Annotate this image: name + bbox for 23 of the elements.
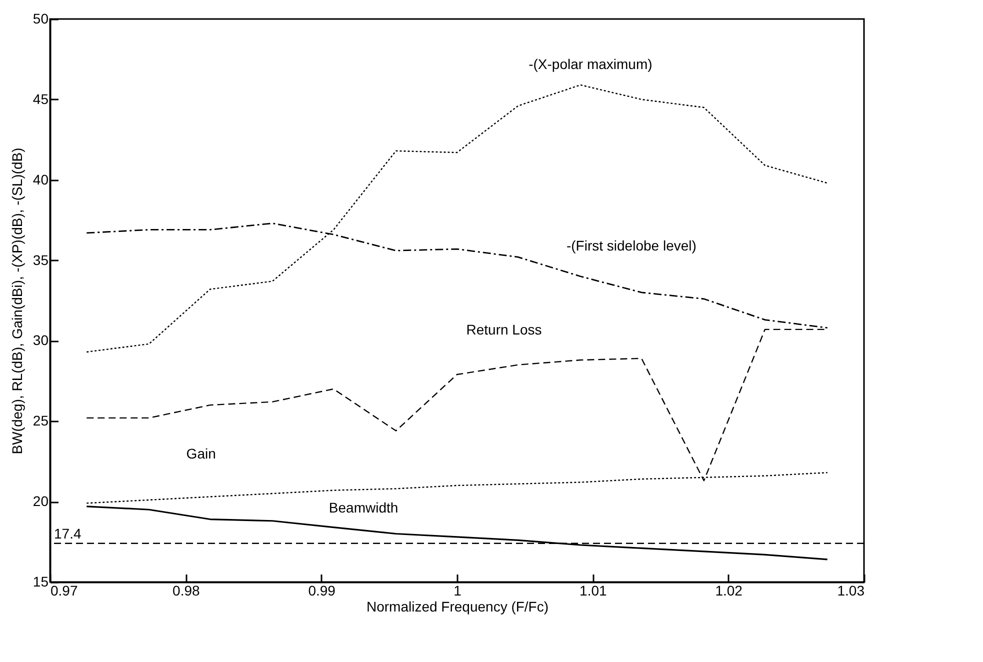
x-tick-label: 1.01 — [580, 582, 608, 598]
y-tick-label: 25 — [32, 412, 49, 429]
series-label: -(First sidelobe level) — [566, 237, 696, 254]
y-tick-label: 15 — [32, 574, 49, 590]
y-axis-title: BW(deg), RL(dB), Gain(dBi), -(XP)(dB), -(SL)(dB) — [8, 148, 25, 454]
series-label: Return Loss — [466, 321, 542, 338]
x-tick-label: 0.98 — [172, 582, 200, 598]
ref-line-label: 17.4 — [54, 525, 82, 542]
x-tick-label: 1.03 — [837, 582, 865, 598]
x-axis-title: Normalized Frequency (F/Fc) — [366, 598, 549, 614]
series-label: Beamwidth — [328, 499, 398, 516]
series-label: -(X-polar maximum) — [528, 56, 652, 72]
y-tick-label: 35 — [32, 252, 49, 268]
y-tick-label: 50 — [32, 10, 49, 26]
y-tick-label: 40 — [32, 171, 49, 188]
x-tick-label: 0.97 — [50, 582, 78, 598]
y-tick-label: 20 — [32, 493, 49, 510]
y-tick-label: 30 — [32, 332, 49, 348]
text: Gain — [186, 446, 216, 462]
x-tick-label: 0.99 — [308, 582, 336, 598]
x-tick-label: 1 — [454, 582, 462, 598]
y-tick-label: 45 — [32, 90, 49, 107]
x-tick-label: 1.02 — [715, 582, 743, 598]
